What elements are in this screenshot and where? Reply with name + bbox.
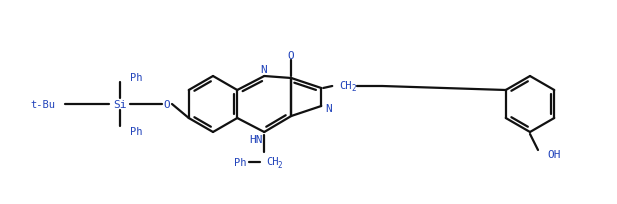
Text: 2: 2 xyxy=(351,84,356,93)
Text: Ph: Ph xyxy=(234,157,246,167)
Text: CH: CH xyxy=(267,156,279,166)
Text: Si: Si xyxy=(114,100,126,110)
Text: CH: CH xyxy=(339,81,352,91)
Text: O: O xyxy=(288,51,295,61)
Text: Ph: Ph xyxy=(130,126,143,136)
Text: N: N xyxy=(260,65,267,75)
Text: 2: 2 xyxy=(277,160,282,169)
Text: Ph: Ph xyxy=(130,73,143,83)
Text: O: O xyxy=(164,100,170,110)
Text: N: N xyxy=(325,103,331,113)
Text: t-Bu: t-Bu xyxy=(30,100,55,110)
Text: HN: HN xyxy=(249,134,263,144)
Text: OH: OH xyxy=(547,149,560,159)
